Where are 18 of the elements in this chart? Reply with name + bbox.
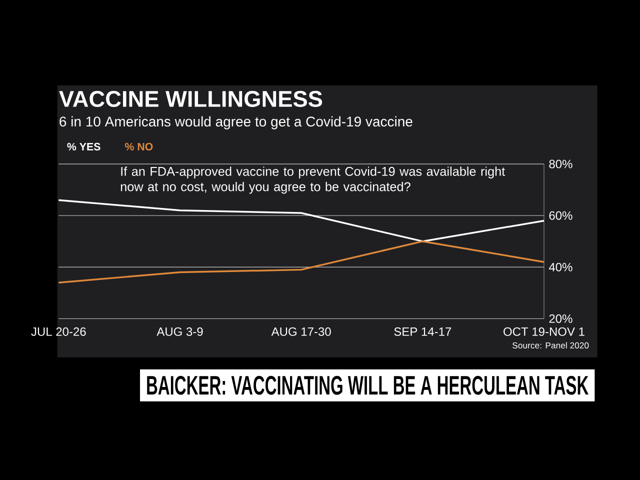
chart-title: VACCINE WILLINGNESS [59,90,322,107]
line-series [58,199,545,242]
y-tick-label: 80% [549,160,572,168]
line-series [58,240,545,284]
chart-subtitle: 6 in 10 Americans would agree to get a Covid-19 vaccine [60,116,412,130]
x-tick-label: AUG 3-9 [156,327,203,336]
x-tick-label: OCT 19-NOV 1 [504,327,584,336]
y-tick-label: 60% [549,211,572,220]
y-tick-label: 40% [548,262,572,272]
y-tick-label: 20% [549,314,572,323]
text: % NO [125,142,153,150]
text: % YES [67,142,100,150]
x-tick-label: JUL 20-26 [31,327,86,336]
x-tick-label: SEP 14-17 [394,327,452,336]
x-tick-label: AUG 17-30 [271,327,331,336]
annotation: If an FDA-approved vaccine to prevent Covid-19 was available right now at no cost, would you agree to be vaccinated? [120,166,506,194]
source-note: Source: Panel 2020 [512,342,589,349]
text: BAICKER: VACCINATING WILL BE A HERCULEAN TASK [147,376,588,395]
